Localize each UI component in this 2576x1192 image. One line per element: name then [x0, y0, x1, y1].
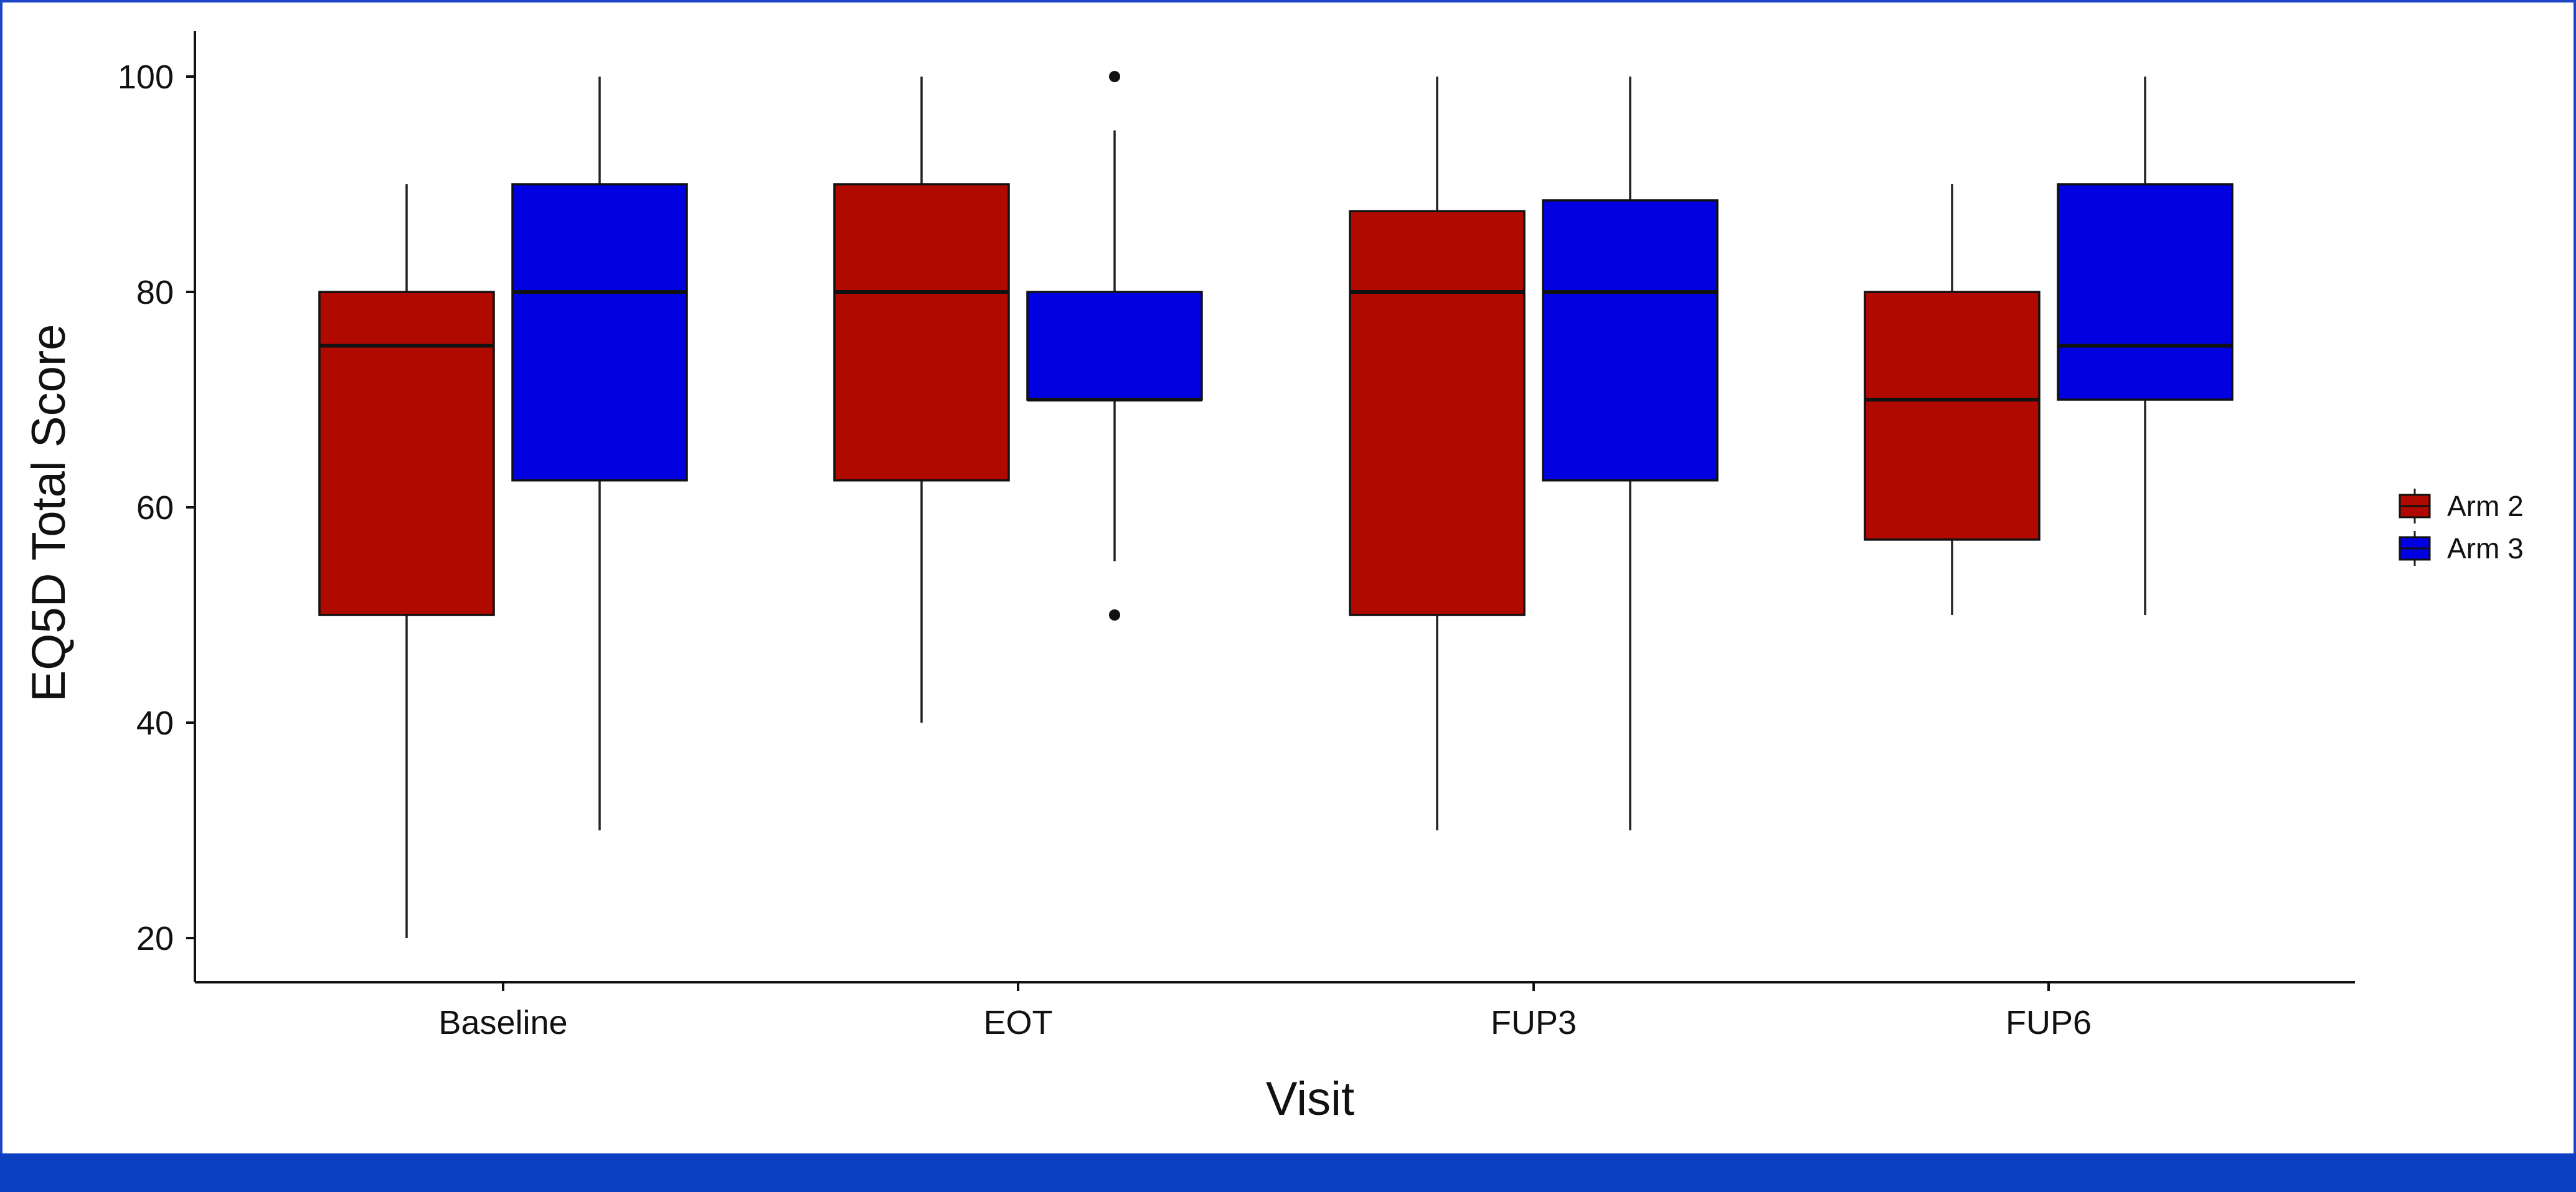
x-axis: Baseline EOT FUP3 FUP6 — [195, 981, 2355, 1041]
box-arm-3-eot — [1026, 71, 1203, 621]
box-body — [511, 183, 688, 482]
box-body — [318, 291, 495, 616]
box-body — [1542, 199, 1719, 482]
x-tick-label: EOT — [983, 1004, 1052, 1041]
y-tick-label: 40 — [136, 705, 174, 742]
legend-label: Arm 3 — [2447, 532, 2524, 565]
x-tick-label: Baseline — [438, 1004, 567, 1041]
footer-bar — [0, 1153, 2576, 1192]
box-arm-2-baseline — [318, 184, 495, 938]
outlier-point — [1109, 609, 1120, 621]
box-body — [2057, 183, 2234, 401]
y-tick-label: 20 — [136, 920, 174, 957]
x-tick-label: FUP6 — [2006, 1004, 2092, 1041]
legend-item-arm-3: Arm 3 — [2399, 531, 2524, 566]
y-axis: 20 40 60 80 100 — [118, 31, 196, 982]
box-body — [1864, 291, 2041, 541]
box-body — [1026, 291, 1203, 401]
x-tick-label: FUP3 — [1491, 1004, 1577, 1041]
legend-label: Arm 2 — [2447, 490, 2524, 522]
outlier-point — [1109, 71, 1120, 82]
box-arm-2-fup6 — [1864, 184, 2041, 615]
box-body — [833, 183, 1010, 482]
y-tick-label: 80 — [136, 274, 174, 311]
box-arm-2-fup3 — [1349, 77, 1526, 830]
y-axis-title: EQ5D Total Score — [22, 324, 75, 702]
x-axis-title: Visit — [1266, 1072, 1354, 1125]
y-tick-label: 100 — [118, 59, 174, 96]
box-series — [318, 71, 2234, 938]
box-arm-2-eot — [833, 77, 1010, 723]
box-body — [1349, 210, 1526, 616]
legend-item-arm-2: Arm 2 — [2399, 489, 2524, 523]
box-arm-3-fup3 — [1542, 77, 1719, 830]
legend: Arm 2 Arm 3 — [2399, 489, 2524, 566]
box-arm-3-fup6 — [2057, 77, 2234, 615]
y-tick-label: 60 — [136, 489, 174, 527]
box-arm-3-baseline — [511, 77, 688, 830]
